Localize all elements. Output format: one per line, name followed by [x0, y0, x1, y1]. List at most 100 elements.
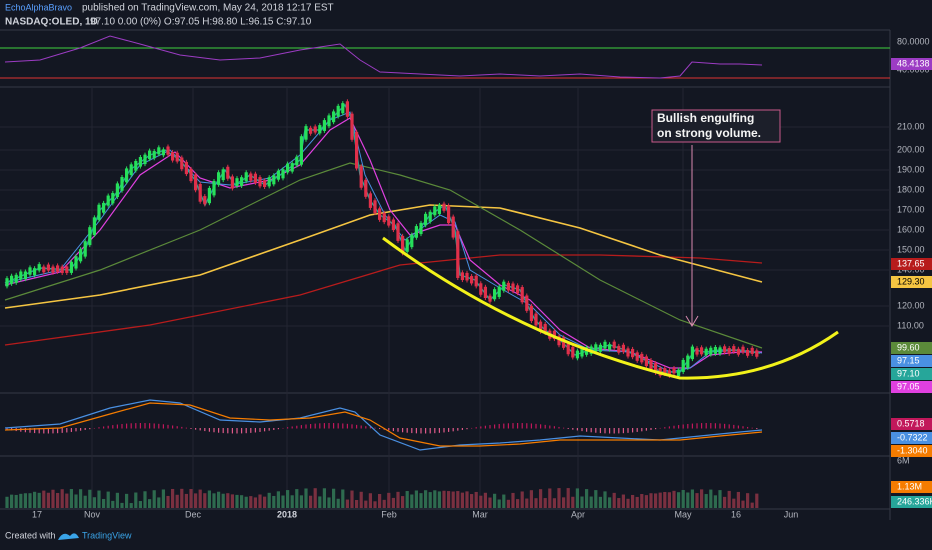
- volume-bar: [14, 494, 18, 508]
- hist-bar: [34, 428, 36, 434]
- volume-bar: [686, 492, 690, 508]
- candle-body: [92, 217, 96, 236]
- volume-bar: [631, 494, 635, 508]
- hist-bar: [199, 428, 201, 431]
- volume-bar: [723, 496, 727, 508]
- hist-bar: [310, 423, 312, 429]
- candle-body: [327, 115, 331, 127]
- hist-bar: [655, 428, 657, 430]
- volume-bar: [267, 492, 271, 508]
- volume-bar: [88, 489, 92, 508]
- time-label: Feb: [381, 509, 397, 519]
- author[interactable]: EchoAlphaBravo: [5, 2, 72, 12]
- arrow-head: [685, 315, 699, 327]
- hist-bar: [130, 423, 132, 429]
- hist-bar: [402, 428, 404, 433]
- hist-bar: [411, 428, 413, 434]
- volume-bar: [42, 490, 46, 508]
- volume-bar: [589, 496, 593, 508]
- volume-bar: [732, 498, 736, 508]
- hist-bar: [369, 426, 371, 429]
- candle-body: [644, 356, 648, 367]
- volume-bar: [709, 489, 713, 508]
- price-scale: 120.00: [897, 300, 925, 310]
- badge: [891, 355, 932, 367]
- hist-bar: [47, 428, 49, 434]
- hist-bar: [116, 424, 118, 429]
- candle-body: [157, 147, 161, 155]
- volume-bar: [203, 493, 207, 508]
- price-label: 97.15: [897, 355, 920, 365]
- hist-bar: [438, 428, 440, 433]
- hist-bar: [540, 424, 542, 429]
- candle-body: [272, 175, 276, 185]
- volume-bar: [700, 489, 704, 508]
- hist-bar: [121, 424, 123, 429]
- candle-body: [525, 295, 529, 311]
- hist-bar: [172, 425, 174, 429]
- candle-body: [667, 370, 671, 376]
- candle-body: [299, 136, 303, 165]
- hist-bar: [429, 428, 431, 434]
- hist-bar: [314, 423, 316, 429]
- hist-bar: [254, 428, 256, 433]
- candle-body: [166, 146, 170, 155]
- volume-bar: [161, 489, 165, 508]
- candle-body: [290, 163, 294, 172]
- candle-body: [621, 344, 625, 352]
- volume-bar: [479, 495, 483, 508]
- candle-body: [437, 204, 441, 215]
- hist-bar: [6, 428, 8, 430]
- hist-bar: [162, 424, 164, 429]
- candle-body: [138, 156, 142, 167]
- macd-line: [4, 399, 763, 451]
- ma-50: [4, 162, 763, 349]
- hist-bar: [360, 425, 362, 429]
- candle-body: [378, 208, 382, 220]
- hist-bar: [337, 423, 339, 429]
- hist-bar: [701, 423, 703, 429]
- volume-bar: [401, 496, 405, 508]
- hist-bar: [89, 428, 91, 430]
- candle-body: [433, 206, 437, 216]
- volume-bar: [654, 493, 658, 508]
- hist-bar: [213, 428, 215, 433]
- volume-bar: [249, 496, 253, 508]
- hist-bar: [425, 428, 427, 434]
- candle-body: [571, 346, 575, 358]
- footer-brand[interactable]: TradingView: [82, 530, 132, 540]
- volume-bar: [46, 492, 50, 508]
- volume-bar: [56, 492, 60, 508]
- hist-bar: [190, 428, 192, 429]
- candle-body: [654, 363, 658, 373]
- volume-bar: [612, 492, 616, 508]
- volume-bar: [447, 491, 451, 508]
- volume-bar: [318, 496, 322, 508]
- volume-bar: [552, 498, 556, 508]
- volume-bar: [387, 492, 391, 508]
- volume-bar: [359, 491, 363, 508]
- volume-bar: [511, 492, 515, 508]
- hist-bar: [443, 428, 445, 433]
- candle-body: [612, 341, 616, 349]
- volume-bar: [516, 499, 520, 508]
- hist-bar: [466, 428, 468, 430]
- candle-body: [552, 330, 556, 340]
- volume-bar: [575, 488, 579, 508]
- ma-100: [4, 204, 763, 309]
- hist-bar: [641, 428, 643, 432]
- volume-bar: [198, 489, 202, 508]
- volume-bar: [276, 491, 280, 508]
- badge: [891, 368, 932, 380]
- hist-bar: [650, 428, 652, 430]
- volume-bar: [28, 493, 32, 508]
- hist-bar: [167, 424, 169, 429]
- hist-bar: [751, 427, 753, 429]
- hist-bar: [388, 428, 390, 431]
- hist-bar: [112, 425, 114, 429]
- volume-bar: [272, 495, 276, 508]
- candle-body: [488, 295, 492, 302]
- candle-body: [506, 282, 510, 291]
- volume-bar: [148, 499, 152, 508]
